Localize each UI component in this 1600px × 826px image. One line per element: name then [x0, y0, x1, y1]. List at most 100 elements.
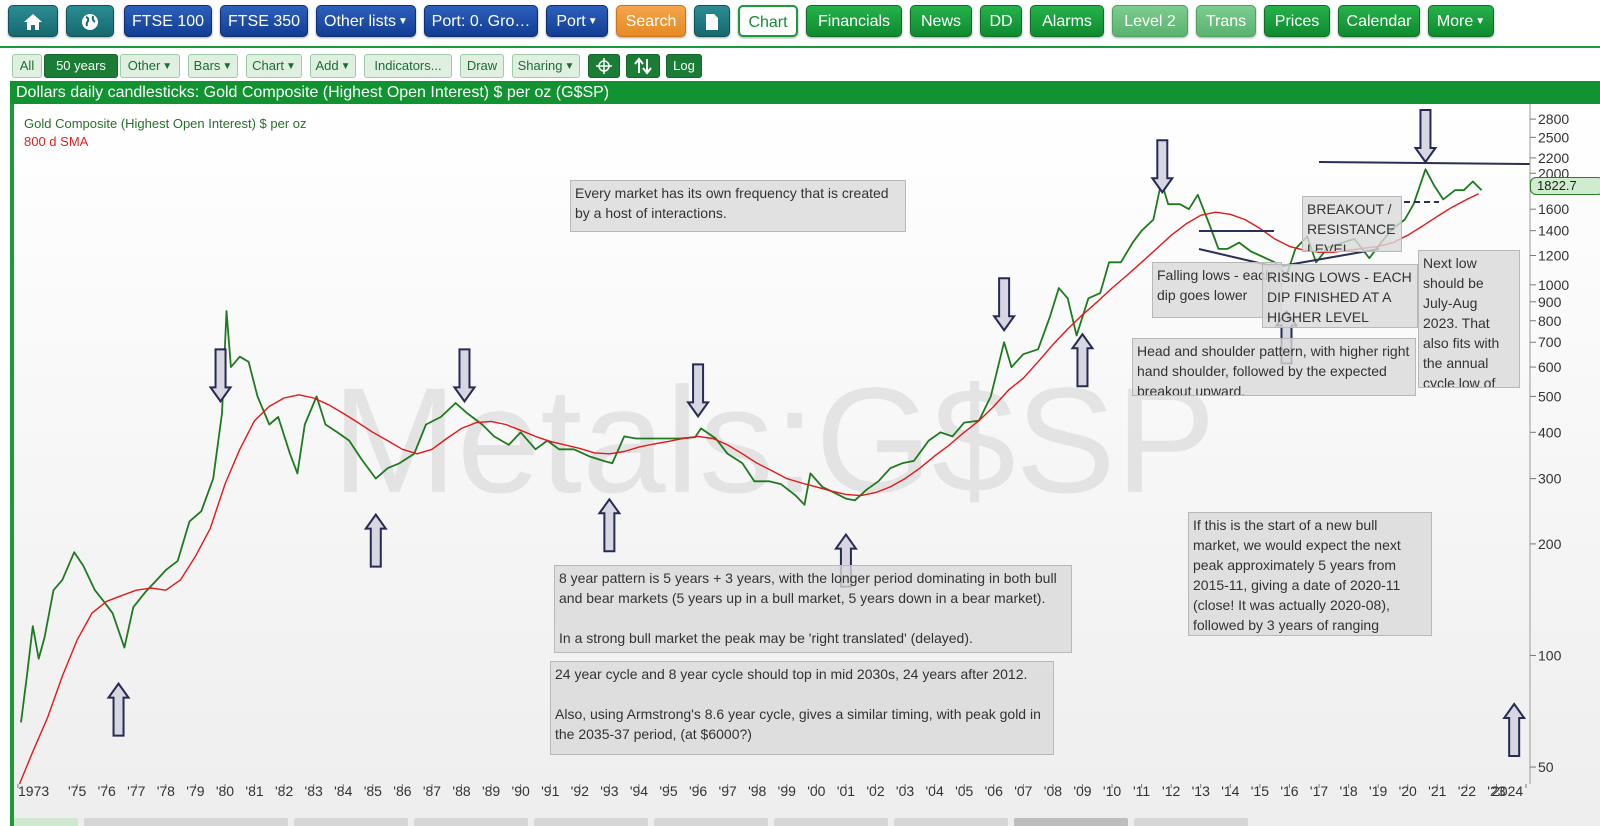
caret-down-icon: ▼ [285, 60, 296, 72]
caret-down-icon: ▼ [587, 16, 598, 27]
note-next-low[interactable]: Next low should be July-Aug 2023. That a… [1418, 250, 1520, 388]
prices-button[interactable]: Prices [1264, 5, 1330, 37]
bottom-tab[interactable] [654, 818, 768, 826]
x-tick-label: '76 [98, 783, 116, 799]
x-tick-label: '00 [807, 783, 825, 799]
calendar-button[interactable]: Calendar [1338, 5, 1420, 37]
note-head-shoulder[interactable]: Head and shoulder pattern, with higher r… [1132, 338, 1416, 396]
bottom-tab[interactable] [534, 818, 648, 826]
financials-button[interactable]: Financials [806, 5, 902, 37]
note-breakout[interactable]: BREAKOUT / RESISTANCE LEVEL [1302, 196, 1402, 252]
gold-price-line [20, 168, 1483, 723]
note-rising-lows[interactable]: RISING LOWS - EACH DIP FINISHED AT A HIG… [1262, 264, 1418, 328]
caret-down-icon: ▼ [1475, 16, 1486, 27]
x-tick-label: '95 [659, 783, 677, 799]
home-button[interactable] [8, 5, 58, 37]
bottom-tab[interactable] [894, 818, 1008, 826]
x-tick-label: '82 [275, 783, 293, 799]
up-arrow-marker [1070, 332, 1095, 388]
y-tick-label: 2800 [1538, 111, 1569, 127]
bottom-tabs [14, 818, 1600, 826]
bottom-tab[interactable] [1014, 818, 1128, 826]
x-tick-label: '94 [630, 783, 648, 799]
indicators-button[interactable]: Indicators... [364, 54, 452, 78]
up-down-button[interactable] [626, 54, 660, 78]
bottom-tab[interactable] [1134, 818, 1248, 826]
level2-button[interactable]: Level 2 [1112, 5, 1188, 37]
document-icon [706, 14, 718, 30]
search-button[interactable]: Search [616, 5, 686, 37]
period-other-button[interactable]: Other ▼ [120, 54, 180, 78]
chart-area[interactable]: Metals:G$SP 50 100 200 300 400 500 600 700 800 90… [10, 104, 1600, 826]
chart-type-label: Chart [252, 58, 284, 73]
sharing-button[interactable]: Sharing ▼ [512, 54, 580, 78]
y-tick-label: 100 [1538, 647, 1562, 663]
port-button[interactable]: Port ▼ [546, 5, 608, 37]
add-button[interactable]: Add ▼ [310, 54, 356, 78]
price-chart[interactable]: Metals:G$SP 50 100 200 300 400 500 600 700 800 90… [14, 104, 1600, 826]
y-tick-label: 1200 [1538, 247, 1569, 263]
ftse350-button[interactable]: FTSE 350 [220, 5, 308, 37]
globe-button[interactable] [66, 5, 114, 37]
note-cycle-top[interactable]: 24 year cycle and 8 year cycle should to… [550, 661, 1054, 755]
note-falling-lows[interactable]: Falling lows - each dip goes lower [1152, 262, 1282, 318]
bottom-tab[interactable] [414, 818, 528, 826]
trans-button[interactable]: Trans [1196, 5, 1256, 37]
news-button[interactable]: News [910, 5, 972, 37]
document-button[interactable] [694, 5, 730, 37]
draw-button[interactable]: Draw [460, 54, 504, 78]
note-breakout-text: BREAKOUT / RESISTANCE LEVEL [1307, 201, 1396, 252]
note-bull-market[interactable]: If this is the start of a new bull marke… [1188, 512, 1432, 636]
x-tick-label: '81 [245, 783, 263, 799]
note-frequency[interactable]: Every market has its own frequency that … [570, 180, 906, 232]
x-tick-label: '93 [600, 783, 618, 799]
caret-down-icon: ▼ [340, 60, 351, 72]
period-50-years-button[interactable]: 50 years [44, 54, 118, 78]
bottom-tab[interactable] [84, 818, 288, 826]
y-tick-label: 600 [1538, 359, 1562, 375]
note-cycle-top-text: 24 year cycle and 8 year cycle should to… [555, 666, 1028, 682]
x-tick-label: '03 [896, 783, 914, 799]
prices-label: Prices [1274, 13, 1320, 30]
chart-button[interactable]: Chart [738, 5, 798, 37]
trans-label: Trans [1205, 13, 1247, 30]
chart-type-button[interactable]: Chart ▼ [246, 54, 302, 78]
period-all-button[interactable]: All [12, 54, 42, 78]
ftse100-button[interactable]: FTSE 100 [124, 5, 212, 37]
calendar-label: Calendar [1346, 13, 1412, 30]
x-tick-label: '75 [68, 783, 86, 799]
watermark: Metals:G$SP [332, 356, 1216, 524]
x-tick-label: '98 [748, 783, 766, 799]
note-rising-lows-text: RISING LOWS - EACH DIP FINISHED AT A HIG… [1267, 269, 1412, 325]
down-arrow-marker [686, 363, 711, 419]
more-button[interactable]: More ▼ [1428, 5, 1494, 37]
bars-button[interactable]: Bars ▼ [188, 54, 238, 78]
note-eight-year-pattern[interactable]: 8 year pattern is 5 years + 3 years, wit… [554, 565, 1072, 653]
port-label: Port [556, 13, 586, 31]
other-lists-label: Other lists [324, 13, 397, 31]
x-tick-label: '14 [1221, 783, 1239, 799]
crosshair-button[interactable] [588, 54, 620, 78]
home-icon [24, 14, 42, 30]
log-scale-button[interactable]: Log [666, 54, 702, 78]
bottom-tab[interactable] [774, 818, 888, 826]
note-falling-lows-text: Falling lows - each dip goes lower [1157, 267, 1273, 303]
other-lists-button[interactable]: Other lists ▼ [316, 5, 416, 37]
x-tick-label: '86 [393, 783, 411, 799]
x-tick-label: '12 [1162, 783, 1180, 799]
x-tick-label: '77 [127, 783, 145, 799]
up-arrow-marker [363, 512, 388, 568]
x-tick-label: '01 [837, 783, 855, 799]
bottom-tab[interactable] [294, 818, 408, 826]
dd-button[interactable]: DD [980, 5, 1022, 37]
x-tick-label: 2024 [1492, 783, 1523, 799]
bottom-tab[interactable] [14, 818, 78, 826]
portfolio-button[interactable]: Port: 0. Gro… [424, 5, 538, 37]
alarms-button[interactable]: Alarms [1030, 5, 1104, 37]
other-label: Other [127, 58, 161, 73]
x-tick-label: '13 [1192, 783, 1210, 799]
down-arrow-marker [208, 348, 233, 404]
sma-800-line [18, 193, 1480, 785]
crosshair-icon [596, 58, 612, 74]
breakout-level-line [1318, 161, 1531, 165]
